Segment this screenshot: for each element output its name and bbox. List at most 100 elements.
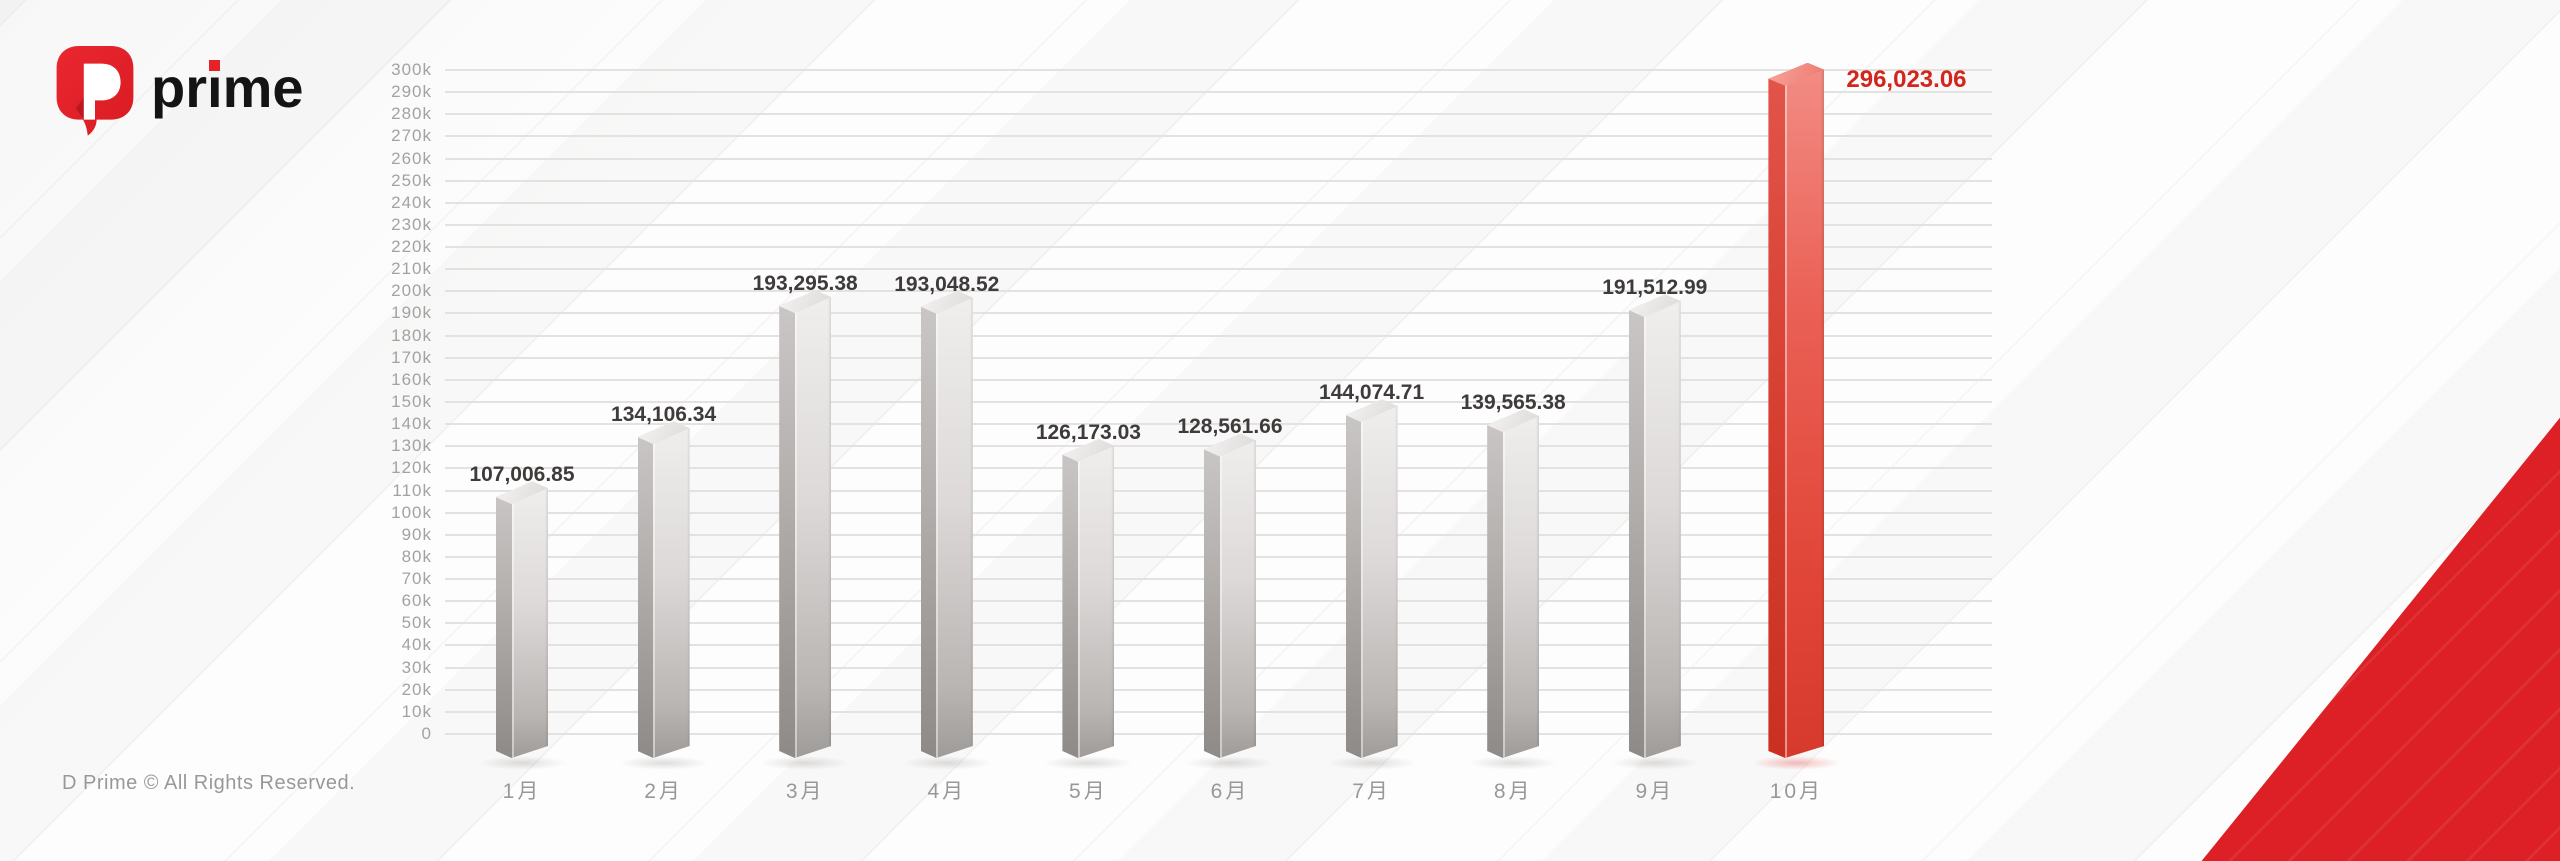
y-tick-label: 170k <box>391 347 432 367</box>
y-tick-label: 230k <box>391 214 432 234</box>
y-tick-label: 130k <box>391 436 432 456</box>
y-tick-label: 240k <box>391 192 432 212</box>
bar-front-face <box>1644 294 1681 758</box>
gridline <box>445 246 1992 249</box>
y-tick-label: 40k <box>401 635 432 655</box>
bar <box>779 290 832 758</box>
bar-shadow <box>477 756 567 770</box>
gridline <box>445 334 1992 337</box>
y-tick-label: 300k <box>391 60 432 79</box>
y-tick-label: 190k <box>391 303 432 323</box>
bar <box>1062 438 1115 758</box>
y-tick-label: 90k <box>401 524 432 544</box>
y-tick-label: 280k <box>391 104 432 124</box>
gridline <box>445 135 1992 138</box>
bar <box>496 481 548 758</box>
bar-value-label: 193,295.38 <box>752 272 858 296</box>
y-tick-label: 250k <box>391 170 432 190</box>
y-tick-label: 290k <box>391 82 432 102</box>
bar-value-label: 134,106.34 <box>611 403 717 427</box>
bar-corner-highlight <box>1785 62 1788 758</box>
y-tick-label: 20k <box>401 679 432 699</box>
bar-value-label: 139,565.38 <box>1460 391 1566 415</box>
bar-shadow <box>1185 756 1275 770</box>
gridline <box>445 312 1992 315</box>
gridline <box>445 69 1992 71</box>
brand-logo: prı me <box>55 44 304 136</box>
bar-front-face <box>1077 438 1115 758</box>
y-tick-label: 200k <box>391 281 432 301</box>
bar-highlight <box>1768 62 1825 758</box>
bar-side-face <box>1487 409 1503 758</box>
bar <box>1204 433 1256 758</box>
bar-front-face <box>511 481 548 758</box>
y-tick-label: 50k <box>401 613 432 633</box>
bar-side-face <box>920 290 937 758</box>
bar-front-face <box>1219 433 1256 758</box>
bar <box>1345 399 1398 758</box>
bar-shadow <box>760 756 851 770</box>
gridline <box>445 113 1992 116</box>
y-tick-label: 120k <box>391 458 432 478</box>
bar-corner-highlight <box>1644 294 1647 758</box>
bar-value-label: 107,006.85 <box>469 463 575 487</box>
bar-corner-highlight <box>936 290 939 758</box>
bar-shadow <box>1609 756 1700 770</box>
dprime-logo-icon <box>56 46 134 136</box>
x-category-label: 2月 <box>644 780 683 803</box>
bar-side-face <box>637 421 654 758</box>
x-category-label: 5月 <box>1069 780 1108 803</box>
x-category-label: 9月 <box>1635 780 1675 803</box>
bar <box>1487 409 1540 758</box>
gridline <box>445 201 1992 204</box>
bar-shadow <box>901 756 992 770</box>
y-tick-label: 140k <box>391 414 432 434</box>
y-tick-label: 160k <box>391 369 432 389</box>
bar <box>920 290 973 758</box>
y-tick-label: 10k <box>401 701 432 721</box>
bar-value-label: 193,048.52 <box>894 272 1000 296</box>
y-tick-label: 30k <box>401 657 432 677</box>
y-tick-label: 0 <box>421 724 432 743</box>
bar-front-face <box>653 421 690 758</box>
gridline <box>445 179 1992 182</box>
x-category-label: 10月 <box>1769 780 1824 803</box>
bar-corner-highlight <box>794 290 797 758</box>
bar-corner-highlight <box>511 481 514 758</box>
y-tick-label: 80k <box>401 546 432 566</box>
bar-shadow <box>1043 756 1134 770</box>
y-tick-label: 180k <box>391 325 432 345</box>
bar-side-face <box>1628 294 1645 758</box>
bar-side-face <box>779 290 795 758</box>
gridline <box>445 356 1992 359</box>
bar-value-label: 144,074.71 <box>1319 381 1425 405</box>
bar-corner-highlight <box>1219 433 1222 758</box>
gridline <box>445 91 1992 94</box>
y-tick-label: 110k <box>392 480 432 500</box>
gridline <box>445 423 1992 426</box>
bar-side-face <box>1204 433 1220 758</box>
brand-name-suffix: me <box>222 55 304 119</box>
bar-value-label-highlight: 296,023.06 <box>1846 65 1967 93</box>
bar-corner-highlight <box>1502 409 1505 758</box>
gridline <box>445 223 1992 226</box>
y-tick-label: 150k <box>391 392 432 411</box>
bar-value-label: 126,173.03 <box>1035 420 1141 444</box>
brand-i-dot-icon <box>209 59 220 71</box>
brand-name-i: ı <box>207 55 223 119</box>
bar <box>637 421 690 758</box>
y-tick-label: 220k <box>391 237 432 257</box>
bar-side-face <box>1062 438 1078 758</box>
bar-value-label: 191,512.99 <box>1602 276 1708 300</box>
bar-shadow <box>1468 756 1559 770</box>
bar-corner-highlight <box>653 421 656 758</box>
bar-side-face <box>1345 399 1362 758</box>
gridline <box>445 268 1992 271</box>
y-tick-label: 60k <box>401 591 432 611</box>
gridline <box>445 378 1992 381</box>
y-tick-label: 270k <box>391 126 432 146</box>
bar-value-label: 128,561.66 <box>1177 415 1283 439</box>
y-tick-label: 70k <box>401 569 432 589</box>
